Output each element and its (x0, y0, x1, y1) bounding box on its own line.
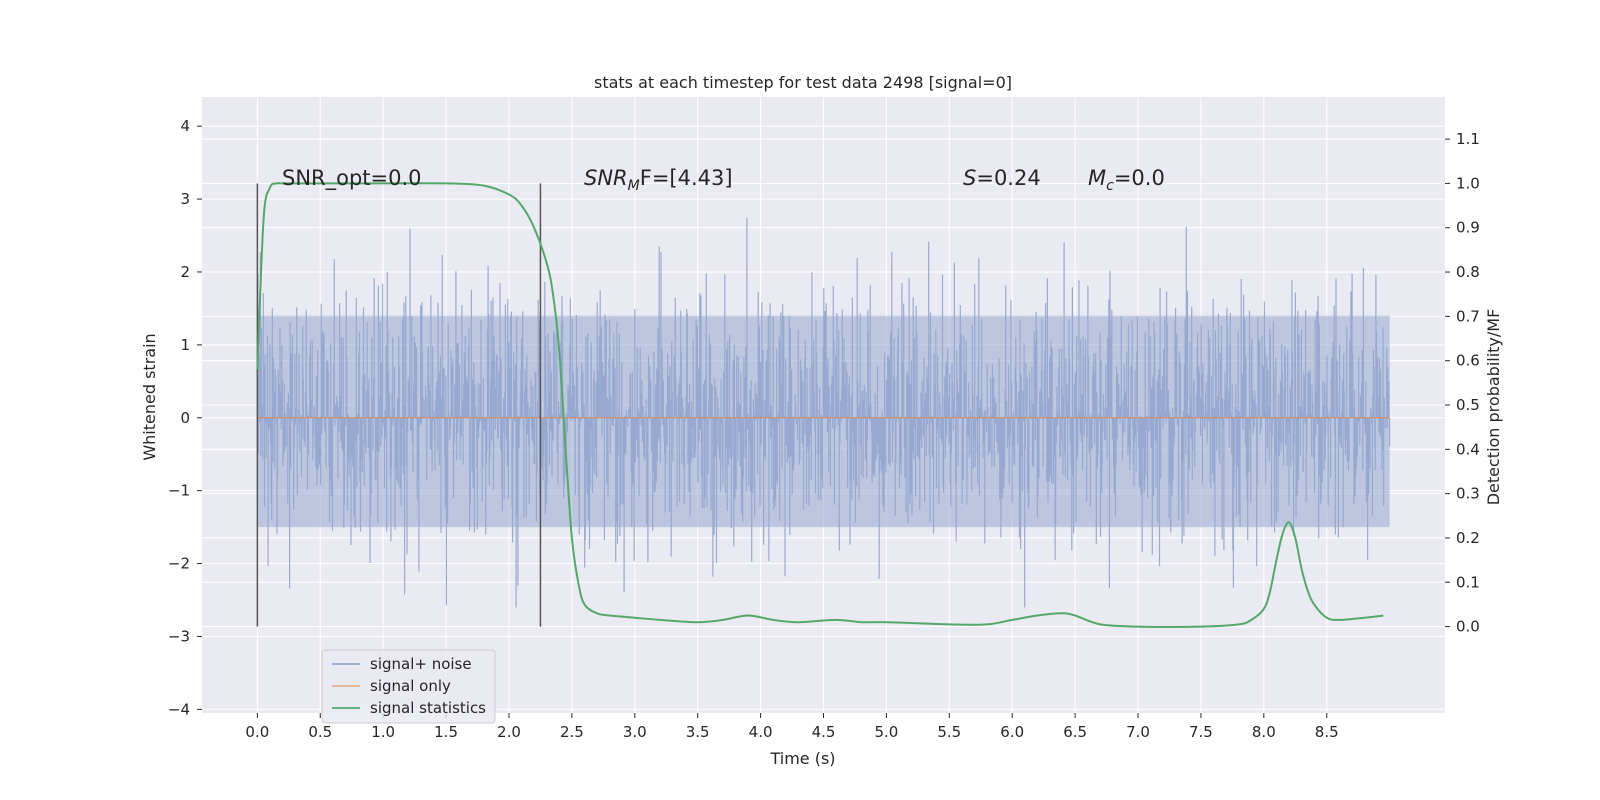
snr-mf-value: F=[4.43] (640, 166, 733, 190)
mc-annotation: Mc=0.0 (1088, 166, 1165, 194)
x-tick-label: 8.0 (1252, 723, 1276, 741)
x-tick-label: 4.0 (749, 723, 773, 741)
x-tick-label: 5.5 (937, 723, 961, 741)
y2-tick-label: 0.0 (1456, 618, 1480, 636)
y2-tick-label: 0.2 (1456, 529, 1480, 547)
y2-tick-label: 0.5 (1456, 396, 1480, 414)
legend-label-noise: signal+ noise (370, 655, 472, 673)
y2-tick-label: 0.9 (1456, 219, 1480, 237)
y-tick-label: 4 (180, 117, 190, 135)
y2-tick-label: 0.1 (1456, 573, 1480, 591)
x-tick-label: 7.0 (1126, 723, 1150, 741)
y-tick-label: 3 (180, 190, 190, 208)
mc-value: =0.0 (1114, 166, 1165, 190)
signal-statistics-series (256, 182, 1384, 628)
y2-tick-label: 0.3 (1456, 485, 1480, 503)
y2-tick-label: 0.7 (1456, 307, 1480, 325)
x-tick-label: 8.5 (1315, 723, 1339, 741)
snr-mf-annotation: SNRMF=[4.43] (584, 166, 733, 194)
x-tick-label: 1.0 (371, 723, 395, 741)
x-tick-label: 4.5 (812, 723, 836, 741)
legend-label-statistics: signal statistics (370, 699, 486, 717)
x-tick-label: 1.5 (434, 723, 458, 741)
legend: signal+ noise signal only signal statist… (321, 649, 496, 724)
s-value: =0.24 (976, 166, 1040, 190)
x-tick-label: 0.0 (245, 723, 269, 741)
legend-label-signal-only: signal only (370, 677, 451, 695)
x-tick-label: 2.0 (497, 723, 521, 741)
mc-math: M (1088, 166, 1106, 190)
x-tick-label: 6.5 (1063, 723, 1087, 741)
noise-core-band (257, 315, 1390, 528)
noise-series (256, 218, 1391, 608)
y2-tick-label: 0.6 (1456, 352, 1480, 370)
x-tick-label: 5.0 (874, 723, 898, 741)
axes: 0.0 0.5 1.0 1.5 2.0 2.5 3.0 3.5 4.0 4.5 5.0 5.5 6.0 6… (168, 117, 1480, 741)
y-axis-label: Whitened strain (140, 333, 159, 460)
y2-axis-label: Detection probability/MF (1484, 309, 1503, 506)
x-tick-label: 6.0 (1000, 723, 1024, 741)
y2-tick-label: 1.1 (1456, 130, 1480, 148)
y-tick-label: −2 (168, 555, 190, 573)
snr-mf-subscript: M (628, 178, 640, 194)
legend-frame (321, 649, 496, 724)
x-tick-label: 3.5 (686, 723, 710, 741)
y-tick-label: −3 (168, 627, 190, 645)
y-tick-label: 0 (180, 409, 190, 427)
vertical-markers (256, 183, 542, 627)
s-math: S (963, 166, 976, 190)
y2-tick-label: 0.4 (1456, 440, 1480, 458)
x-tick-label: 3.0 (623, 723, 647, 741)
snr-mf-math: SNR (584, 166, 628, 190)
s-annotation: S=0.24 (963, 166, 1041, 190)
chart-title: stats at each timestep for test data 249… (594, 73, 1012, 92)
y2-tick-label: 0.8 (1456, 263, 1480, 281)
x-tick-label: 7.5 (1189, 723, 1213, 741)
x-tick-label: 0.5 (308, 723, 332, 741)
x-axis-label: Time (s) (769, 749, 835, 768)
y-tick-label: −4 (168, 700, 190, 718)
signal-statistics-line (256, 182, 1384, 628)
y-tick-label: −1 (168, 482, 190, 500)
y-tick-label: 2 (180, 263, 190, 281)
y2-tick-label: 1.0 (1456, 174, 1480, 192)
y-tick-label: 1 (180, 336, 190, 354)
x-tick-label: 2.5 (560, 723, 584, 741)
snr-opt-annotation: SNR_opt=0.0 (282, 166, 422, 191)
mc-subscript: c (1106, 178, 1114, 194)
